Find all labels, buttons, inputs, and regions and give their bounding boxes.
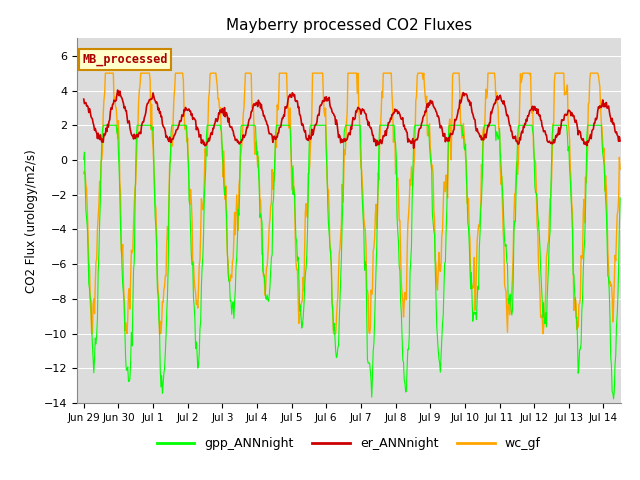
wc_gf <box>156 318 164 324</box>
gpp_ANNnight <box>82 207 90 213</box>
wc_gf <box>88 331 95 336</box>
wc_gf <box>330 331 338 336</box>
gpp_ANNnight <box>610 396 618 402</box>
Line: wc_gf: wc_gf <box>84 73 620 334</box>
er_ANNnight <box>80 96 88 102</box>
er_ANNnight <box>616 138 624 144</box>
wc_gf <box>479 129 487 135</box>
wc_gf <box>82 182 90 188</box>
Y-axis label: CO2 Flux (urology/m2/s): CO2 Flux (urology/m2/s) <box>25 149 38 293</box>
gpp_ANNnight <box>616 195 624 201</box>
gpp_ANNnight <box>155 314 163 320</box>
gpp_ANNnight <box>308 122 316 128</box>
er_ANNnight <box>330 111 337 117</box>
gpp_ANNnight <box>549 122 557 128</box>
gpp_ANNnight <box>477 198 485 204</box>
er_ANNnight <box>156 110 163 116</box>
gpp_ANNnight <box>465 225 472 230</box>
er_ANNnight <box>479 137 487 143</box>
er_ANNnight <box>310 131 317 136</box>
wc_gf <box>616 166 624 172</box>
Title: Mayberry processed CO2 Fluxes: Mayberry processed CO2 Fluxes <box>226 18 472 33</box>
er_ANNnight <box>82 100 90 106</box>
er_ANNnight <box>114 87 122 93</box>
er_ANNnight <box>466 102 474 108</box>
wc_gf <box>80 170 88 176</box>
gpp_ANNnight <box>329 307 337 313</box>
wc_gf <box>102 70 109 76</box>
Legend: gpp_ANNnight, er_ANNnight, wc_gf: gpp_ANNnight, er_ANNnight, wc_gf <box>152 432 546 456</box>
gpp_ANNnight <box>80 156 88 162</box>
wc_gf <box>310 70 318 76</box>
wc_gf <box>466 237 474 242</box>
Text: MB_processed: MB_processed <box>82 53 168 66</box>
er_ANNnight <box>410 145 417 151</box>
Line: er_ANNnight: er_ANNnight <box>84 90 620 148</box>
Line: gpp_ANNnight: gpp_ANNnight <box>84 125 620 399</box>
